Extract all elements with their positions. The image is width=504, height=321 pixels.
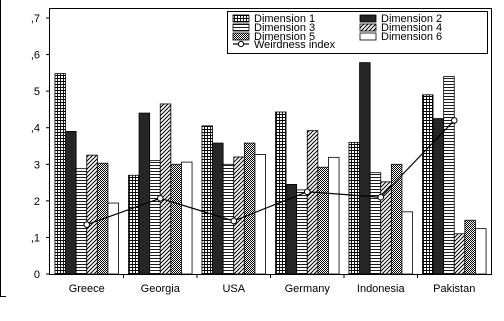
- bars: [54, 62, 487, 278]
- x-tick-label: Germany: [285, 283, 331, 295]
- legend-swatch: [359, 32, 377, 41]
- x-axis: Greece Georgia USA Germany Indonesia Pakistan: [69, 283, 476, 295]
- x-tick-label: USA: [222, 283, 245, 295]
- legend-label: Dimension 6: [381, 31, 442, 43]
- y-tick-label: ,6: [31, 50, 40, 62]
- bar-dimension-4: [453, 233, 466, 275]
- weirdness-index-line: [83, 117, 458, 228]
- legend-swatch: [232, 23, 250, 32]
- y-axis: 0 ,1 2 3 ,4 5 ,6 ,7: [31, 13, 50, 281]
- weirdness-index-point: [377, 193, 385, 201]
- bar-dimension-1: [275, 111, 287, 275]
- y-tick-label: 3: [34, 159, 40, 171]
- legend-marker: [237, 40, 245, 48]
- legend-swatch: [232, 32, 250, 41]
- y-tick-label: ,4: [31, 123, 40, 135]
- bar-dimension-4: [233, 156, 245, 275]
- bar-dimension-6: [107, 202, 119, 275]
- weirdness-index-point: [83, 221, 91, 228]
- bar-dimension-2: [212, 142, 224, 275]
- legend-label: Dimension 4: [381, 22, 442, 34]
- bar-dimension-3: [149, 160, 161, 275]
- y-tick-label: ,7: [31, 13, 40, 25]
- bar-dimension-6: [401, 211, 413, 275]
- legend-label: Dimension 3: [254, 22, 315, 34]
- bar-dimension-1: [422, 94, 434, 275]
- bar-dimension-2: [359, 62, 371, 275]
- legend-label: Dimension 2: [381, 13, 442, 25]
- bar-dimension-4: [159, 103, 172, 275]
- bar-dimension-2: [138, 112, 151, 275]
- x-tick-label: Indonesia: [357, 283, 406, 295]
- weirdness-index-point: [450, 117, 458, 124]
- bar-dimension-3: [75, 168, 88, 275]
- bar-dimension-3: [443, 76, 455, 275]
- legend-box: [227, 11, 488, 54]
- y-tick-label: 5: [34, 86, 40, 98]
- bar-dimension-2: [432, 118, 445, 275]
- bar-dimension-4: [306, 130, 319, 275]
- y-tick-label: 0: [34, 269, 40, 281]
- bar-dimension-6: [254, 154, 266, 275]
- legend-label: Weirdness index: [254, 39, 336, 51]
- x-tick-label: Pakistan: [433, 283, 475, 295]
- bar-dimension-6: [475, 228, 487, 275]
- legend-swatch: [359, 23, 377, 32]
- bar-dimension-4: [86, 154, 98, 275]
- bar-dimension-3: [296, 189, 308, 275]
- x-tick-label: Georgia: [141, 283, 181, 295]
- legend-label: Dimension 5: [254, 31, 315, 43]
- weirdness-index-point: [156, 194, 164, 202]
- bar-dimension-5: [170, 163, 182, 275]
- bar-dimension-1: [128, 174, 140, 275]
- legend-swatch: [359, 14, 377, 23]
- legend-label: Dimension 1: [254, 13, 315, 25]
- weirdness-index-polyline: [86, 119, 455, 226]
- y-tick-label: 2: [34, 196, 40, 208]
- bar-dimension-5: [464, 219, 476, 275]
- bar-dimension-1: [201, 125, 213, 275]
- bar-dimension-5: [243, 142, 256, 275]
- legend-swatch: [232, 14, 250, 23]
- bar-dimension-6: [181, 161, 193, 275]
- bar-dimension-5: [317, 166, 329, 275]
- bar-dimension-3: [369, 172, 382, 275]
- y-tick-label: ,1: [31, 232, 40, 244]
- bar-dimension-1: [348, 141, 360, 275]
- x-tick-label: Greece: [69, 283, 105, 295]
- bar-dimension-6: [328, 156, 340, 275]
- bar-dimension-2: [65, 130, 77, 275]
- weirdness-index-point: [303, 188, 311, 196]
- weirdness-index-point: [230, 217, 238, 225]
- bar-dimension-1: [54, 73, 66, 275]
